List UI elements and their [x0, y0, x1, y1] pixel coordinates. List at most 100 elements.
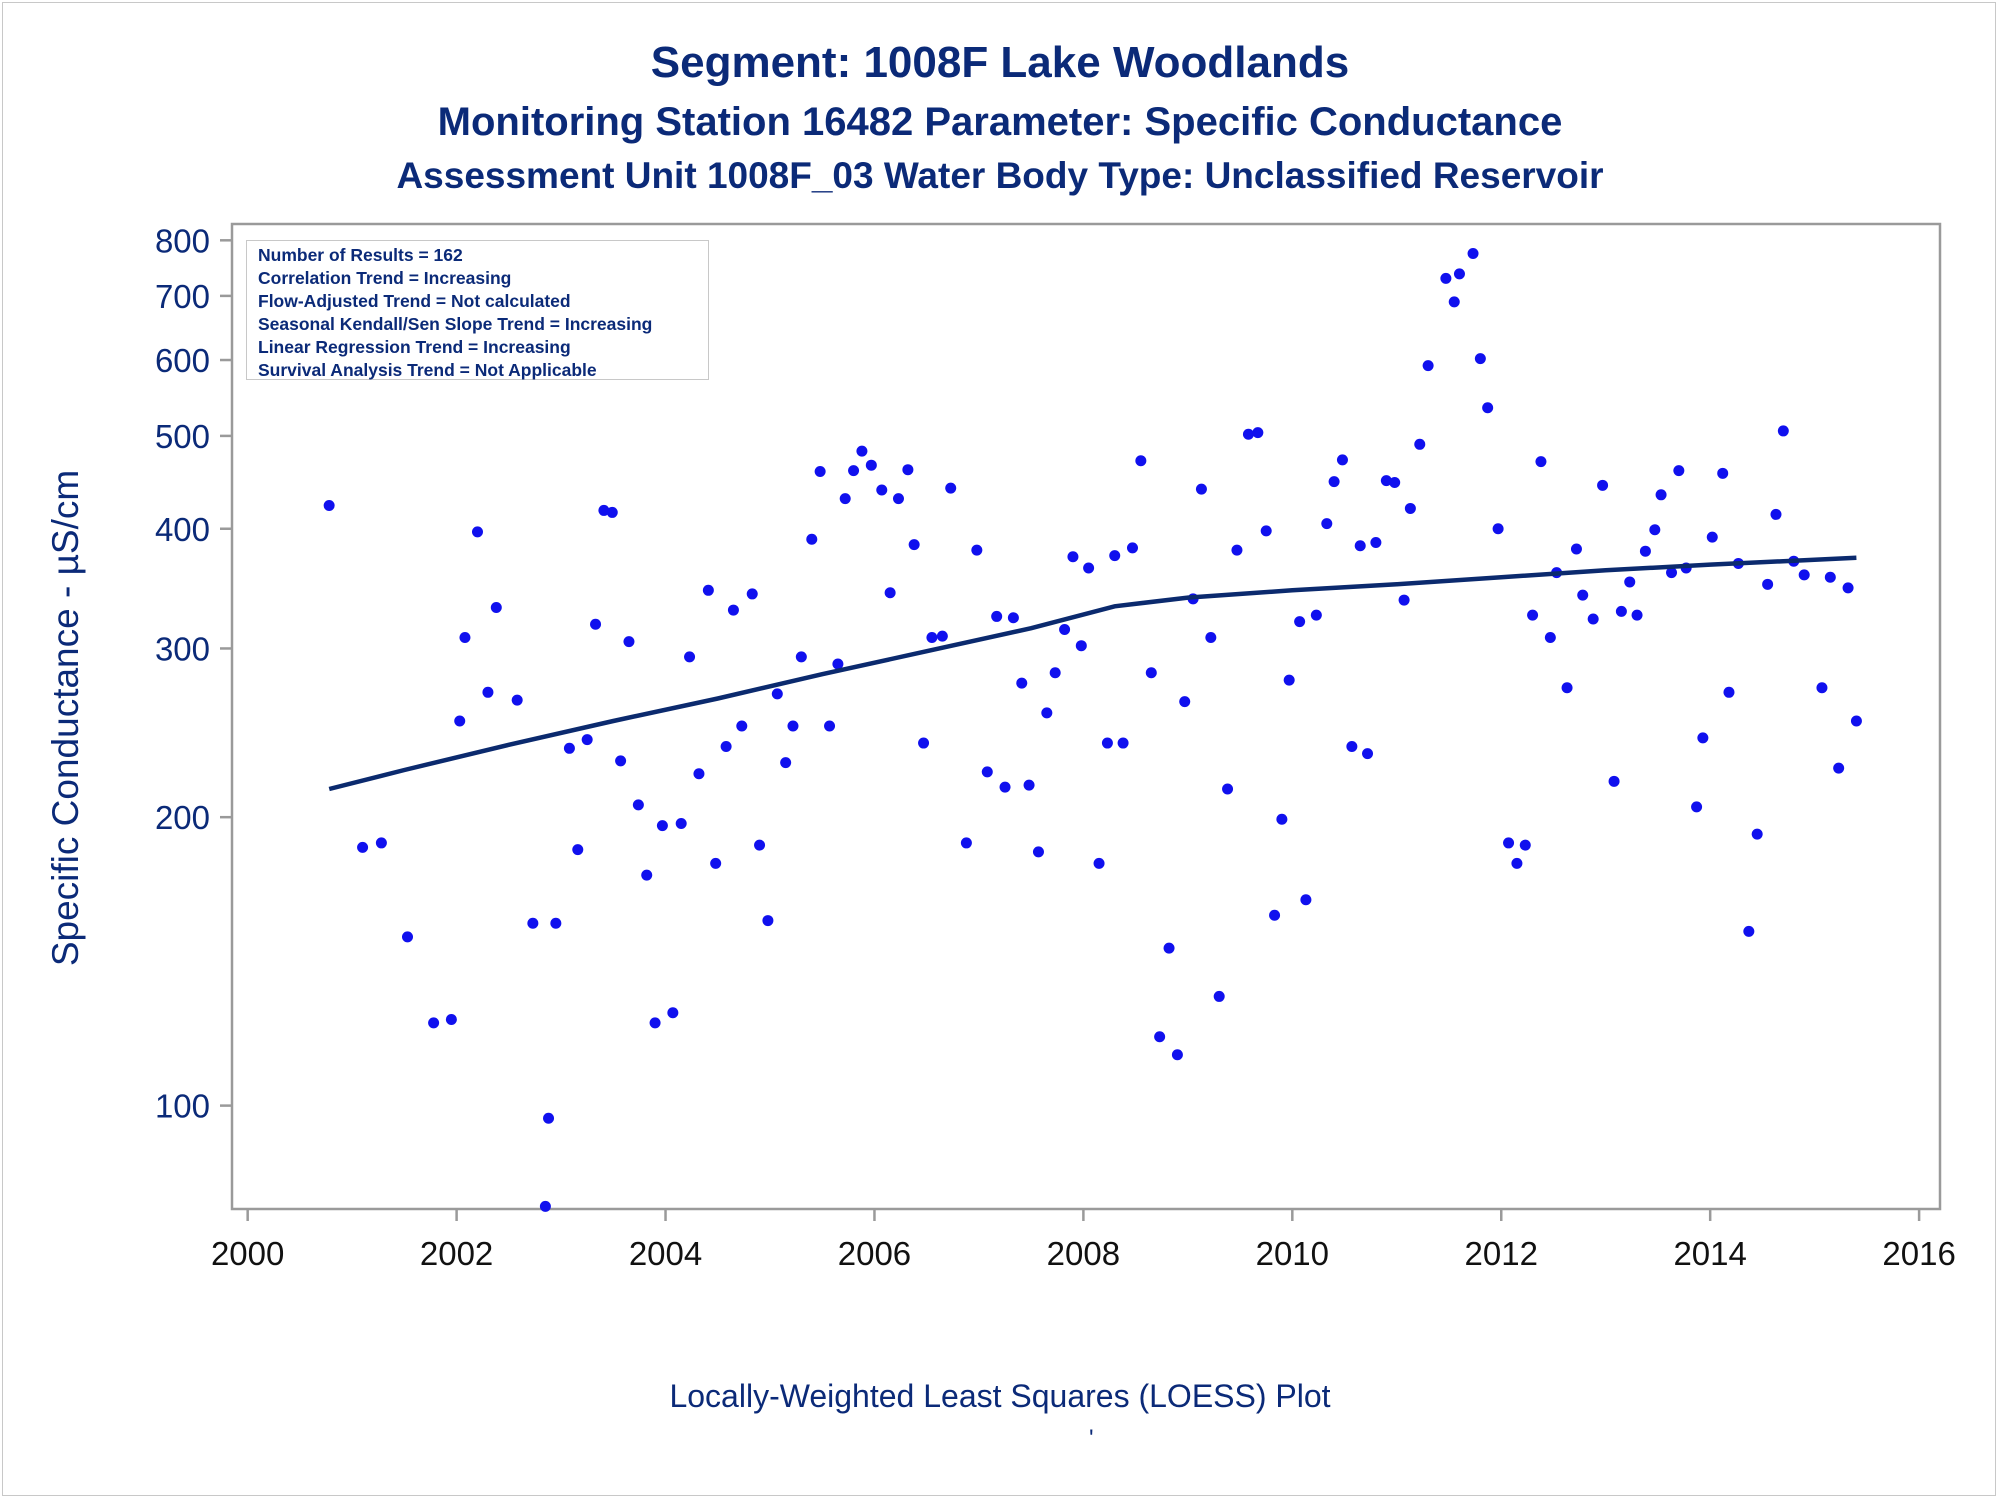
data-point — [918, 737, 930, 749]
y-tick-label: 500 — [155, 418, 210, 455]
data-point — [1798, 569, 1810, 581]
loess-trend-line — [328, 555, 1857, 792]
data-point — [550, 917, 562, 929]
x-tick-label: 2002 — [420, 1235, 493, 1272]
data-point — [641, 869, 653, 881]
data-point — [1075, 640, 1087, 652]
data-point — [1414, 438, 1426, 450]
data-point — [375, 837, 387, 849]
data-point — [1717, 467, 1729, 479]
data-point — [482, 686, 494, 698]
data-point — [1519, 839, 1531, 851]
data-point — [1336, 454, 1348, 466]
data-point — [1269, 909, 1281, 921]
data-point — [806, 533, 818, 545]
data-point — [606, 506, 618, 518]
data-point — [1354, 540, 1366, 552]
x-tick-label: 2008 — [1047, 1235, 1120, 1272]
data-point — [1655, 489, 1667, 501]
data-point — [1300, 894, 1312, 906]
data-point — [1597, 479, 1609, 491]
data-point — [1346, 741, 1358, 753]
data-point — [1723, 686, 1735, 698]
data-point — [581, 734, 593, 746]
scatter-points — [323, 248, 1862, 1212]
data-point — [1370, 536, 1382, 548]
y-tick-label: 200 — [155, 799, 210, 836]
data-point — [490, 602, 502, 614]
data-point — [1706, 531, 1718, 543]
data-point — [1608, 775, 1620, 787]
y-tick-label: 300 — [155, 630, 210, 667]
data-point — [1117, 737, 1129, 749]
data-point — [1135, 455, 1147, 467]
data-point — [787, 720, 799, 732]
data-point — [1398, 594, 1410, 606]
data-point — [865, 459, 877, 471]
data-point — [771, 688, 783, 700]
y-axis-label: Specific Conductance - µS/cm — [45, 470, 86, 966]
y-tick-label: 100 — [155, 1088, 210, 1125]
data-point — [999, 781, 1011, 793]
data-point — [445, 1013, 457, 1025]
data-point — [1294, 616, 1306, 628]
data-point — [1624, 576, 1636, 588]
data-point — [572, 844, 584, 856]
data-point — [1467, 248, 1479, 260]
data-point — [710, 857, 722, 869]
chart-title: Segment: 1008F Lake Woodlands — [650, 38, 1350, 87]
data-point — [598, 504, 610, 516]
data-point — [1260, 525, 1272, 537]
data-point — [971, 544, 983, 556]
data-point — [323, 499, 335, 511]
data-point — [1145, 667, 1157, 679]
data-point — [856, 445, 868, 457]
data-point — [527, 917, 539, 929]
data-point — [991, 610, 1003, 622]
stat-flow-adjusted-trend: Flow-Adjusted Trend = Not calculated — [258, 291, 571, 311]
data-point — [1213, 990, 1225, 1002]
data-point — [1195, 483, 1207, 495]
data-point — [1205, 632, 1217, 644]
data-point — [981, 766, 993, 778]
data-point — [623, 636, 635, 648]
plot-area — [230, 222, 1942, 1211]
data-point — [945, 482, 957, 494]
data-point — [1283, 674, 1295, 686]
data-point — [1649, 524, 1661, 536]
data-point — [908, 539, 920, 551]
data-point — [649, 1017, 661, 1029]
data-point — [428, 1017, 440, 1029]
data-point — [1163, 942, 1175, 954]
data-point — [590, 618, 602, 630]
data-point — [1561, 682, 1573, 694]
chart-footnote: Locally-Weighted Least Squares (LOESS) P… — [669, 1378, 1331, 1414]
data-point — [1422, 360, 1434, 372]
data-point — [1389, 477, 1401, 489]
data-point — [1816, 682, 1828, 694]
data-point — [563, 742, 575, 754]
footnote-mark: ' — [1089, 1425, 1094, 1452]
data-point — [720, 741, 732, 753]
data-point — [1049, 667, 1061, 679]
data-point — [471, 526, 483, 538]
data-point — [1171, 1049, 1183, 1061]
data-point — [1850, 715, 1862, 727]
data-point — [1777, 425, 1789, 437]
data-point — [754, 839, 766, 851]
data-point — [615, 755, 627, 767]
data-point — [1770, 508, 1782, 520]
data-point — [543, 1112, 555, 1124]
data-point — [1587, 613, 1599, 625]
data-point — [960, 837, 972, 849]
data-point — [1691, 801, 1703, 813]
stat-seasonal-kendall-trend: Seasonal Kendall/Sen Slope Trend = Incre… — [258, 314, 653, 334]
data-point — [1242, 428, 1254, 440]
data-point — [746, 588, 758, 600]
data-point — [1697, 732, 1709, 744]
x-tick-label: 2012 — [1465, 1235, 1538, 1272]
data-point — [675, 817, 687, 829]
x-axis: 2000 2002 2004 2006 2008 2010 2012 2014 2016 — [211, 1209, 1956, 1272]
data-point — [539, 1200, 551, 1212]
